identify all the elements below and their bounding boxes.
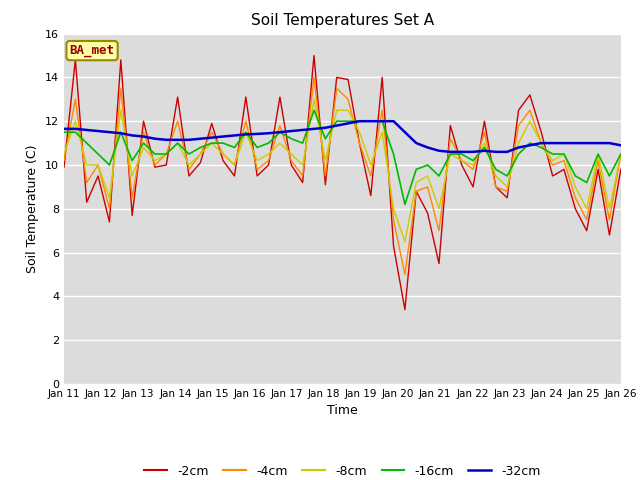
Text: BA_met: BA_met <box>70 44 115 57</box>
Title: Soil Temperatures Set A: Soil Temperatures Set A <box>251 13 434 28</box>
Legend: -2cm, -4cm, -8cm, -16cm, -32cm: -2cm, -4cm, -8cm, -16cm, -32cm <box>140 460 545 480</box>
Y-axis label: Soil Temperature (C): Soil Temperature (C) <box>26 144 40 273</box>
X-axis label: Time: Time <box>327 405 358 418</box>
